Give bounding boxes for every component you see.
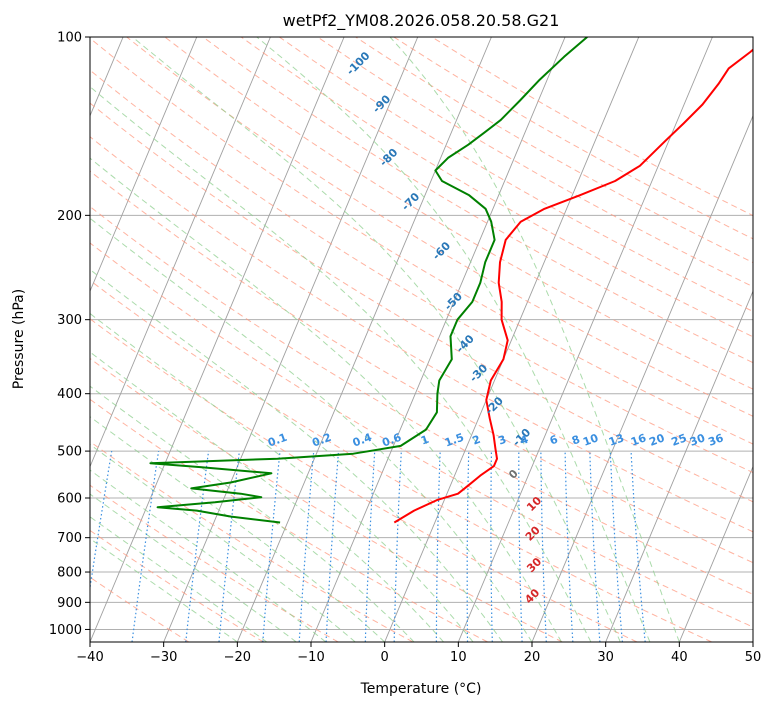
mixing-ratio-label: 30 <box>688 431 707 449</box>
mixing-ratio-line <box>185 451 210 642</box>
y-tick-label: 400 <box>57 387 82 402</box>
y-axis-label: Pressure (hPa) <box>11 289 27 389</box>
dry-adiabat-line <box>126 37 753 417</box>
x-axis-label: Temperature (°C) <box>360 681 482 697</box>
moist-adiabat-line <box>132 37 621 642</box>
mixing-ratio-label: 13 <box>607 431 626 448</box>
moist-adiabat-line <box>256 37 651 642</box>
mixing-ratio-label: 0.6 <box>380 431 403 450</box>
dry-adiabat-line <box>90 318 638 642</box>
dry-adiabat-line <box>90 37 753 445</box>
y-tick-label: 800 <box>57 566 82 581</box>
y-tick-label: 200 <box>57 209 82 224</box>
dry-adiabat-line <box>90 170 753 564</box>
x-tick-label: −10 <box>297 650 324 665</box>
moist-adiabat-line <box>90 157 562 642</box>
isotherm-line <box>605 290 753 642</box>
dry-adiabat-line <box>90 529 264 642</box>
mixing-ratio-label: 4 <box>519 433 531 448</box>
mixing-ratio-label: 0.1 <box>266 431 289 450</box>
y-tick-label: 100 <box>57 31 82 46</box>
y-tick-label: 600 <box>57 492 82 507</box>
dry-adiabat-line <box>90 242 753 628</box>
mixing-ratio-line <box>262 451 281 642</box>
dewpoint-profile-line <box>149 37 588 524</box>
dry-adiabat-line <box>90 69 753 474</box>
mixing-ratio-line <box>90 451 113 592</box>
mixing-ratio-label: 6 <box>548 433 560 448</box>
mixing-ratio-label: 20 <box>648 431 667 449</box>
moist-adiabat-line <box>90 312 474 642</box>
moist-adiabat-line <box>90 493 297 642</box>
isotherm-line <box>457 37 713 642</box>
mixing-ratio-label: 3 <box>496 433 508 448</box>
mixing-ratio-label: 36 <box>706 431 725 449</box>
dry-adiabat-line <box>90 279 712 642</box>
y-tick-label: 300 <box>57 313 82 328</box>
mixing-ratio-label: 0.4 <box>351 431 374 450</box>
mixing-ratio-label: 2 <box>471 433 483 448</box>
x-tick-label: 0 <box>381 650 389 665</box>
mixing-ratio-label: 1.5 <box>443 431 466 450</box>
dry-adiabat-line <box>90 357 563 642</box>
isotherm-line <box>236 37 492 642</box>
dry-adiabat-line <box>90 440 414 642</box>
chart-title: wetPf2_YM08.2026.058.20.58.G21 <box>283 11 560 31</box>
moist-adiabat-line <box>90 217 533 642</box>
x-tick-label: 40 <box>671 650 688 665</box>
y-tick-label: 900 <box>57 596 82 611</box>
dry-adiabat-line <box>90 398 488 642</box>
isotherm-line <box>163 37 419 642</box>
dry-adiabats <box>90 37 753 642</box>
moist-adiabat-line <box>90 385 415 642</box>
mixing-ratio-label: 0.2 <box>310 431 333 450</box>
isotherm-line <box>90 37 271 468</box>
isotherm-line <box>90 37 198 293</box>
moist-adiabat-line <box>90 351 444 642</box>
mixing-ratio-line <box>630 451 646 642</box>
dry-adiabat-line <box>240 37 753 338</box>
moist-adiabats <box>90 37 680 642</box>
dry-adiabat-line <box>90 136 753 533</box>
moist-adiabat-line <box>389 37 680 642</box>
dry-adiabat-line <box>90 102 753 503</box>
mixing-ratio-lines <box>90 451 646 642</box>
isotherm-line <box>90 37 345 642</box>
mixing-ratio-label: 25 <box>670 431 689 448</box>
y-tick-label: 700 <box>57 531 82 546</box>
x-tick-label: 30 <box>597 650 614 665</box>
moist-adiabat-line <box>90 469 327 642</box>
temperature-profile-line <box>393 48 753 524</box>
mixing-ratio-line <box>131 451 160 642</box>
mixing-ratio-label: 16 <box>629 431 648 449</box>
x-tick-label: 20 <box>524 650 541 665</box>
x-tick-label: 50 <box>745 650 762 665</box>
moist-adiabat-line <box>90 416 386 642</box>
x-tick-label: −40 <box>76 650 103 665</box>
x-tick-label: 10 <box>450 650 467 665</box>
dry-adiabat-line <box>202 37 753 364</box>
plot-frame <box>89 36 754 643</box>
moist-adiabat-line <box>90 268 503 642</box>
y-tick-label: 500 <box>57 445 82 460</box>
isotherm-line <box>384 37 640 642</box>
dry-adiabat-line <box>90 484 339 642</box>
y-tick-label: 1000 <box>49 623 82 638</box>
mixing-ratio-label: 1 <box>419 433 431 448</box>
moist-adiabat-line <box>90 516 268 642</box>
mixing-ratio-label: 10 <box>581 431 600 449</box>
x-tick-label: −20 <box>224 650 251 665</box>
dry-adiabat-line <box>90 205 753 595</box>
mixing-ratio-label: 8 <box>570 433 582 448</box>
mixing-ratio-line <box>218 451 240 642</box>
isotherm-line <box>678 465 753 642</box>
x-tick-label: −30 <box>150 650 177 665</box>
moist-adiabat-line <box>90 537 238 642</box>
